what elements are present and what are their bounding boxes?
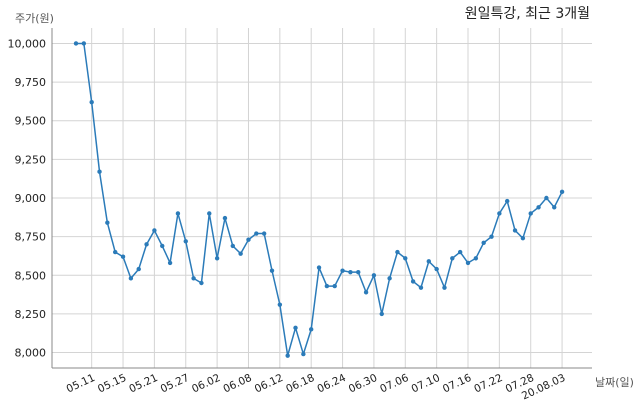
data-point — [73, 41, 79, 46]
data-point — [348, 269, 353, 275]
data-point — [152, 228, 157, 233]
x-tick-label: 07.16 — [441, 372, 474, 396]
data-point — [457, 249, 463, 255]
data-point — [261, 231, 267, 236]
x-tick-label: 06.08 — [221, 372, 253, 396]
x-tick-labels: 05.11 05.15 05.21 05.27 06.02 06.08 06.12 06.18… — [65, 372, 568, 403]
grid — [52, 28, 592, 368]
x-tick-label: 06.30 — [347, 372, 379, 396]
data-point — [395, 249, 400, 255]
data-point — [277, 302, 283, 307]
data-point — [191, 276, 196, 281]
data-point — [246, 237, 251, 242]
data-point — [207, 211, 212, 216]
data-point — [426, 259, 431, 264]
data-point — [520, 235, 526, 241]
data-point — [473, 256, 479, 261]
data-point — [222, 215, 228, 221]
data-point — [332, 283, 337, 289]
x-tick-label: 05.21 — [127, 372, 159, 396]
data-point — [214, 256, 220, 261]
y-tick-label: 8,500 — [15, 269, 47, 282]
data-point — [356, 269, 361, 275]
x-tick-label: 06.18 — [284, 372, 316, 396]
y-axis-label: 주가(원) — [15, 12, 54, 25]
data-point — [544, 195, 549, 201]
y-tick-label: 9,000 — [15, 192, 47, 205]
y-tick-label: 9,500 — [15, 115, 47, 128]
data-point — [293, 325, 298, 331]
data-point — [387, 276, 392, 281]
data-point — [371, 273, 377, 278]
y-tick-label: 8,250 — [15, 308, 47, 321]
data-point — [128, 276, 134, 281]
data-point — [465, 260, 471, 266]
data-point — [363, 290, 369, 295]
data-point — [403, 256, 408, 261]
data-point — [559, 189, 565, 195]
x-tick-label: 07.06 — [378, 372, 411, 396]
data-point — [89, 99, 94, 105]
data-point — [199, 280, 204, 286]
data-point — [309, 327, 314, 332]
x-tick-label: 07.22 — [472, 372, 504, 396]
data-point — [160, 243, 165, 249]
x-tick-label: 07.10 — [410, 372, 442, 396]
data-point — [316, 265, 322, 270]
x-axis-label: 날짜(일) — [595, 375, 634, 389]
data-point — [512, 228, 518, 233]
data-point — [97, 169, 102, 174]
chart-title: 원일특강, 최근 3개월 — [465, 6, 590, 22]
data-point — [113, 249, 118, 255]
data-point — [81, 41, 87, 46]
data-point — [481, 240, 486, 246]
data-point — [324, 283, 330, 289]
x-tick-label: 05.11 — [65, 372, 97, 396]
data-point — [379, 311, 384, 317]
data-point — [105, 220, 110, 225]
data-point — [167, 260, 173, 266]
data-point — [230, 243, 235, 249]
data-point — [450, 256, 455, 261]
y-tick-label: 9,250 — [15, 153, 47, 166]
data-point — [528, 211, 533, 216]
series-line — [76, 42, 563, 357]
data-point — [442, 285, 447, 290]
y-tick-label: 8,750 — [15, 231, 47, 244]
data-point — [497, 211, 502, 216]
data-point — [505, 198, 510, 204]
data-point — [434, 266, 439, 272]
data-point — [301, 351, 306, 357]
x-tick-label: 05.27 — [159, 372, 191, 396]
y-tick-label: 8,000 — [15, 347, 47, 360]
data-point — [238, 251, 243, 256]
data-point — [410, 279, 416, 284]
data-point — [536, 205, 541, 210]
y-tick-labels: 8,000 8,250 8,500 8,750 9,000 9,250 9,500 9,750… — [8, 37, 47, 359]
x-tick-label: 05.15 — [96, 372, 128, 396]
data-point — [552, 205, 557, 210]
data-point — [144, 242, 149, 247]
data-point — [340, 268, 345, 273]
data-point — [136, 266, 141, 272]
data-point — [183, 239, 188, 244]
data-point — [489, 234, 494, 239]
axes — [51, 28, 592, 369]
data-point — [269, 268, 275, 273]
data-point — [175, 211, 181, 216]
x-tick-label: 06.02 — [190, 372, 222, 396]
data-point — [254, 231, 259, 236]
y-tick-label: 9,750 — [15, 76, 47, 89]
data-point — [120, 254, 126, 259]
data-point — [285, 353, 290, 358]
x-tick-label: 06.12 — [253, 372, 285, 396]
price-series — [73, 41, 565, 358]
data-point — [418, 285, 424, 290]
y-tick-label: 10,000 — [8, 37, 47, 50]
x-tick-label: 06.24 — [316, 372, 349, 396]
